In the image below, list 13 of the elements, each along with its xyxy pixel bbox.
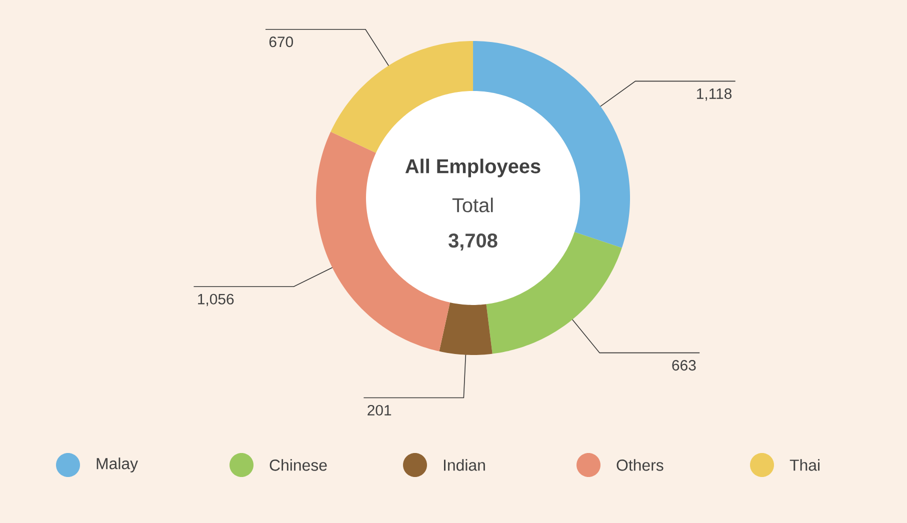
- text: Total: [452, 198, 493, 212]
- text: 3,708: [448, 233, 498, 250]
- legend-label: Indian: [444, 459, 485, 471]
- data-label: 1,056: [198, 294, 234, 306]
- legend-label: Malay: [96, 458, 138, 472]
- data-label: 663: [672, 360, 696, 371]
- legend-label: Chinese: [270, 459, 327, 471]
- text: All Employees: [405, 158, 540, 178]
- legend-label: Thai: [790, 459, 820, 471]
- data-label: 670: [269, 36, 293, 48]
- legend-label: Others: [616, 459, 664, 471]
- data-label: 1,118: [697, 88, 732, 101]
- data-label: 201: [368, 404, 392, 416]
